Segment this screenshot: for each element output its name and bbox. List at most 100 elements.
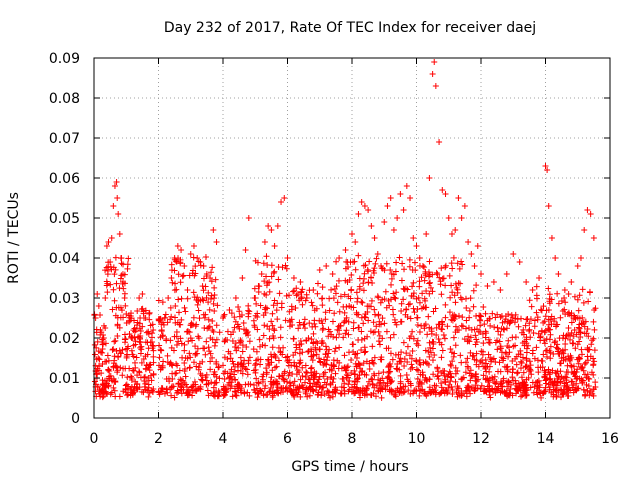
roti-point (439, 347, 446, 354)
roti-point (127, 386, 134, 393)
roti-point (554, 345, 561, 352)
roti-point (554, 290, 561, 297)
roti-point (396, 389, 403, 396)
roti-point (200, 345, 207, 352)
roti-point (257, 361, 264, 368)
roti-point (161, 315, 168, 321)
roti-point (204, 387, 211, 394)
roti-point (286, 369, 293, 376)
roti-point (124, 265, 131, 272)
roti-point (419, 290, 426, 297)
roti-point (523, 356, 530, 363)
roti-point (207, 350, 214, 357)
roti-point (186, 350, 193, 357)
x-tick-label: 14 (537, 431, 555, 447)
roti-point (581, 361, 588, 368)
roti-point (452, 280, 459, 287)
roti-point (341, 309, 348, 316)
roti-point (149, 321, 156, 328)
roti-point (466, 307, 473, 314)
roti-point (464, 355, 471, 362)
roti-point (464, 338, 471, 345)
roti-point (194, 255, 201, 261)
roti-point (490, 355, 497, 362)
x-tick-label: 6 (283, 431, 292, 447)
roti-point (425, 269, 432, 276)
roti-point (390, 227, 397, 233)
roti-point (438, 265, 445, 272)
roti-point (423, 288, 430, 295)
roti-point (407, 195, 414, 201)
roti-point (401, 388, 408, 395)
roti-point (270, 270, 277, 277)
roti-point (409, 283, 416, 290)
roti-point (534, 357, 541, 364)
roti-point (331, 310, 338, 317)
roti-point (503, 325, 510, 332)
roti-point (96, 356, 103, 363)
roti-point (538, 327, 545, 334)
roti-point (355, 324, 362, 331)
roti-point (398, 349, 405, 356)
roti-point (524, 315, 531, 322)
roti-point (92, 388, 99, 395)
roti-point (353, 289, 360, 296)
roti-point (202, 351, 209, 358)
roti-point (224, 356, 231, 363)
roti-point (252, 389, 259, 396)
roti-point (399, 260, 406, 267)
roti-point (437, 278, 444, 285)
roti-point (136, 338, 143, 345)
roti-point (377, 341, 384, 348)
roti-point (100, 393, 107, 400)
x-axis-ticks: 0 2 4 6 8 10 12 14 16 (90, 58, 619, 447)
roti-point (461, 203, 468, 209)
roti-point (212, 276, 219, 283)
roti-point (268, 273, 275, 280)
roti-point (296, 360, 303, 367)
roti-point (125, 343, 132, 350)
roti-point (476, 312, 483, 319)
roti-point (269, 394, 276, 401)
roti-point (390, 311, 397, 318)
roti-point (404, 358, 411, 365)
roti-point (525, 374, 532, 381)
roti-point (253, 385, 260, 392)
roti-point (274, 316, 281, 323)
roti-point (543, 353, 550, 360)
roti-point (250, 317, 257, 324)
roti-point (253, 300, 260, 307)
roti-point (450, 334, 457, 341)
roti-point (369, 359, 376, 366)
roti-point (462, 388, 469, 395)
roti-point (109, 306, 116, 313)
roti-point (336, 331, 343, 338)
roti-point (283, 265, 290, 272)
roti-point (425, 313, 432, 320)
roti-point (429, 357, 436, 364)
roti-point (280, 388, 287, 395)
roti-point (387, 350, 394, 357)
roti-point (547, 343, 554, 350)
roti-point (306, 320, 313, 327)
roti-point (187, 251, 194, 257)
roti-point (302, 297, 309, 304)
roti-point (544, 167, 551, 173)
roti-point (207, 275, 214, 281)
roti-point (345, 381, 352, 388)
roti-point (125, 255, 132, 262)
roti-point (527, 384, 534, 391)
roti-point (472, 341, 479, 348)
roti-point (442, 264, 449, 271)
roti-point (454, 367, 461, 374)
roti-point (557, 314, 564, 321)
roti-point (516, 259, 523, 265)
roti-point (466, 370, 473, 377)
roti-point (266, 335, 273, 342)
roti-point (473, 313, 480, 320)
y-tick-label: 0.06 (49, 171, 80, 187)
roti-point (576, 356, 583, 363)
roti-point (340, 334, 347, 341)
roti-point (173, 328, 180, 335)
roti-point (263, 282, 270, 289)
